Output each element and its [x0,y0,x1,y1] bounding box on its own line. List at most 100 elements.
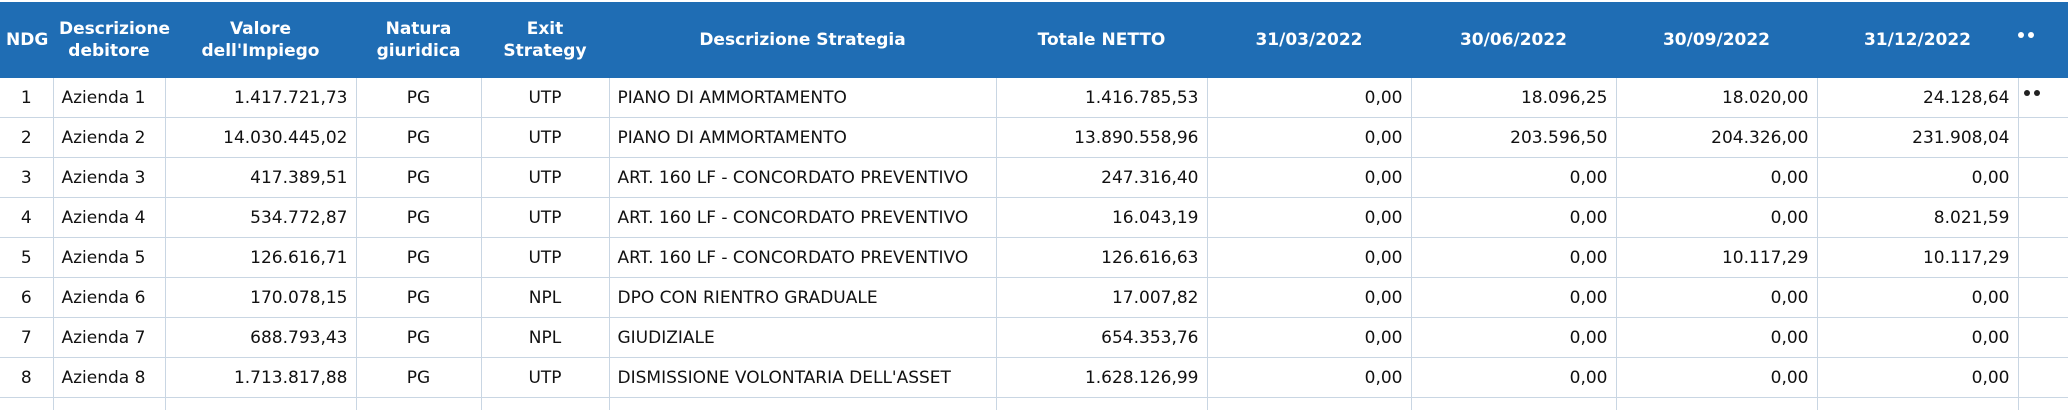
blank-row [0,397,2068,410]
header-spacer [2018,2,2068,78]
table-cell: 0,00 [1411,317,1617,358]
table-cell: 0,00 [1207,117,1412,158]
table-cell: 10.117,29 [1616,237,1818,278]
table-cell: ART. 160 LF - CONCORDATO PREVENTIVO [609,157,997,198]
blank-cell [165,397,357,410]
table-row: 3 Azienda 3 417.389,51 PG UTP ART. 160 LF - C… [0,157,2068,198]
table-cell: 6 [0,277,54,318]
table-cell: 8 [0,357,54,398]
table-cell: PG [356,78,482,118]
table-cell: 7 [0,317,54,358]
table-cell: 18.020,00 [1616,78,1818,118]
table-cell: PG [356,117,482,158]
table-cell: 2 [0,117,54,158]
table-cell: DISMISSIONE VOLONTARIA DELL'ASSET [609,357,997,398]
table-cell: Azienda 1 [53,78,166,118]
spacer-cell [2018,78,2068,118]
blank-cell [481,397,610,410]
blank-cell [356,397,482,410]
blank-cell [53,397,166,410]
table-cell: PG [356,197,482,238]
blank-cell [0,397,54,410]
table-cell: UTP [481,197,610,238]
table-cell: 0,00 [1411,237,1617,278]
table-cell: PG [356,277,482,318]
column-header: Descrizione debitore [53,2,170,78]
table-cell: Azienda 2 [53,117,166,158]
table-cell: PG [356,157,482,198]
table-cell: GIUDIZIALE [609,317,997,358]
column-header: 31/12/2022 [1817,2,2018,78]
table-cell: 0,00 [1616,357,1818,398]
table-cell: 688.793,43 [165,317,357,358]
table-cell: 24.128,64 [1817,78,2019,118]
spacer-cell [2018,317,2068,358]
table-cell: PG [356,357,482,398]
table-row: 1 Azienda 1 1.417.721,73 PG UTP PIANO DI AMMO… [0,78,2068,118]
column-header: Valore dell'Impiego [165,2,356,78]
blank-cell [1411,397,1617,410]
table-cell: UTP [481,117,610,158]
table-cell: UTP [481,78,610,118]
table-cell: 0,00 [1207,357,1412,398]
table-cell: UTP [481,157,610,198]
table-cell: 16.043,19 [996,197,1208,238]
table-row: 7 Azienda 7 688.793,43 PG NPL GIUDIZIALE 654.3… [0,317,2068,358]
table-cell: 14.030.445,02 [165,117,357,158]
table-cell: 4 [0,197,54,238]
table-cell: Azienda 8 [53,357,166,398]
row-dots [2024,90,2044,96]
table-cell: 417.389,51 [165,157,357,198]
table-row: 2 Azienda 2 14.030.445,02 PG UTP PIANO DI AMM… [0,117,2068,158]
table-cell: PG [356,317,482,358]
table-cell: 1 [0,78,54,118]
table-cell: ART. 160 LF - CONCORDATO PREVENTIVO [609,197,997,238]
column-header: 31/03/2022 [1207,2,1411,78]
table-cell: PG [356,237,482,278]
table-cell: 126.616,63 [996,237,1208,278]
table-cell: 10.117,29 [1817,237,2019,278]
table-row: 6 Azienda 6 170.078,15 PG NPL DPO CON RIENTRO… [0,277,2068,318]
column-header: Exit Strategy [481,2,609,78]
table-cell: 0,00 [1616,157,1818,198]
table-cell: Azienda 5 [53,237,166,278]
blank-cell [1207,397,1412,410]
table-cell: ART. 160 LF - CONCORDATO PREVENTIVO [609,237,997,278]
spacer-cell [2018,157,2068,198]
table-cell: 170.078,15 [165,277,357,318]
table-cell: 654.353,76 [996,317,1208,358]
column-header: 30/09/2022 [1616,2,1817,78]
table-cell: 0,00 [1616,317,1818,358]
table-cell: 8.021,59 [1817,197,2019,238]
table-cell: Azienda 3 [53,157,166,198]
table-cell: 17.007,82 [996,277,1208,318]
table-cell: 0,00 [1207,237,1412,278]
header-row: NDG Descrizione debitore Valore dell'Impie… [0,2,2068,78]
table-cell: 5 [0,237,54,278]
table-cell: 1.416.785,53 [996,78,1208,118]
blank-cell [609,397,997,410]
table-cell: 203.596,50 [1411,117,1617,158]
table-cell: 0,00 [1817,357,2019,398]
table-cell: 1.417.721,73 [165,78,357,118]
table-cell: 0,00 [1817,157,2019,198]
table-cell: 0,00 [1411,157,1617,198]
blank-cell [1817,397,2019,410]
table-cell: 247.316,40 [996,157,1208,198]
table-cell: 1.713.817,88 [165,357,357,398]
table-cell: 204.326,00 [1616,117,1818,158]
table-cell: 0,00 [1207,317,1412,358]
table-cell: 534.772,87 [165,197,357,238]
table-cell: 1.628.126,99 [996,357,1208,398]
table-cell: 126.616,71 [165,237,357,278]
blank-cell [1616,397,1818,410]
column-header: Totale NETTO [996,2,1207,78]
table-body: 1 Azienda 1 1.417.721,73 PG UTP PIANO DI AMMO… [0,78,2068,410]
table-row: 5 Azienda 5 126.616,71 PG UTP ART. 160 LF - C… [0,237,2068,278]
table-row: 4 Azienda 4 534.772,87 PG UTP ART. 160 LF - C… [0,197,2068,238]
table-row: 8 Azienda 8 1.713.817,88 PG UTP DISMISSIONE V… [0,357,2068,398]
table-cell: 0,00 [1207,157,1412,198]
column-header: NDG [0,2,53,78]
spacer-cell [2018,117,2068,158]
